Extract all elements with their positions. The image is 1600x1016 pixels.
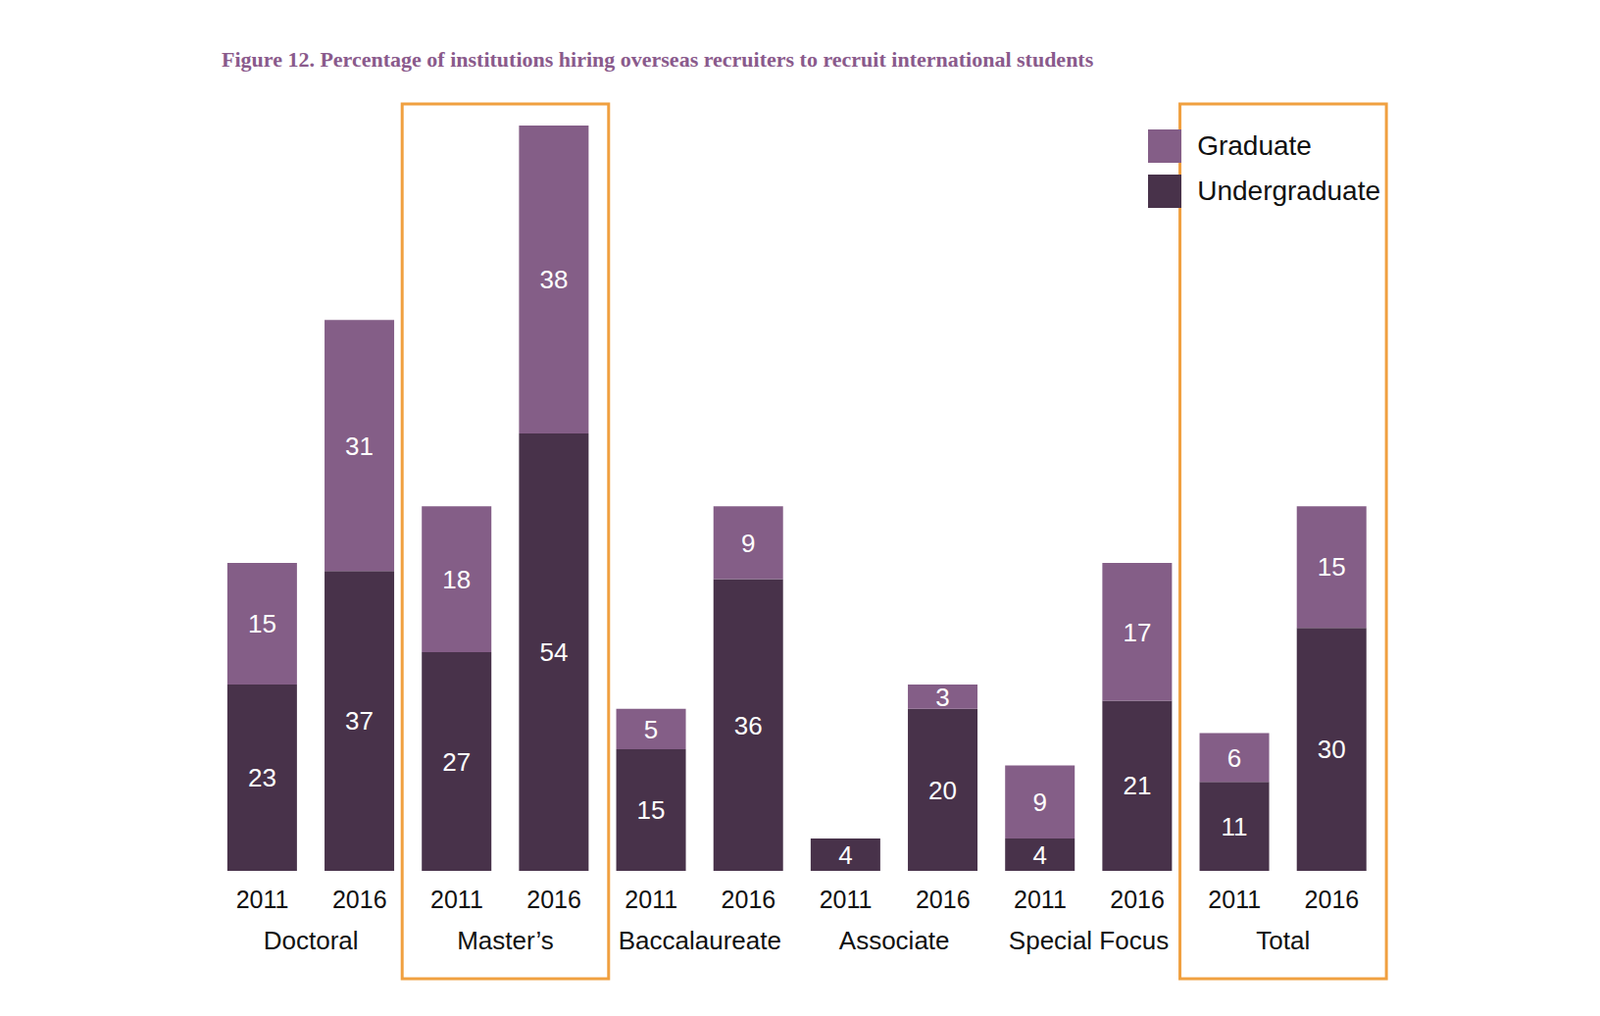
svg-text:Special Focus: Special Focus (1008, 925, 1169, 955)
svg-text:2016: 2016 (915, 885, 971, 913)
svg-text:2016: 2016 (1109, 885, 1165, 913)
svg-text:2011: 2011 (1013, 885, 1067, 913)
svg-text:5: 5 (644, 714, 658, 745)
svg-text:2011: 2011 (236, 885, 290, 913)
svg-text:9: 9 (741, 528, 755, 558)
svg-text:Doctoral: Doctoral (263, 925, 359, 955)
svg-text:15: 15 (248, 608, 277, 639)
svg-text:17: 17 (1122, 617, 1151, 648)
html-text:Graduate: Graduate (1197, 130, 1312, 161)
svg-text:38: 38 (539, 264, 568, 295)
svg-text:37: 37 (345, 705, 374, 736)
svg-text:15: 15 (1317, 551, 1347, 582)
svg-text:23: 23 (248, 762, 277, 793)
svg-text:Total: Total (1255, 925, 1310, 955)
svg-text:3: 3 (935, 682, 950, 712)
svg-text:36: 36 (734, 710, 763, 741)
svg-text:2011: 2011 (819, 885, 873, 913)
svg-text:6: 6 (1227, 743, 1242, 773)
svg-text:2016: 2016 (1304, 885, 1360, 913)
svg-text:27: 27 (442, 747, 471, 777)
svg-text:31: 31 (345, 431, 374, 461)
svg-text:20: 20 (928, 775, 957, 805)
svg-text:18: 18 (442, 564, 471, 595)
svg-text:4: 4 (1032, 840, 1047, 870)
svg-text:54: 54 (539, 637, 568, 667)
svg-text:11: 11 (1221, 811, 1249, 842)
svg-text:2016: 2016 (721, 885, 777, 913)
svg-text:Baccalaureate: Baccalaureate (618, 925, 782, 955)
svg-text:2016: 2016 (526, 885, 582, 913)
svg-text:2011: 2011 (1207, 885, 1261, 913)
svg-text:Master’s: Master’s (456, 925, 554, 955)
html-text:Undergraduate: Undergraduate (1197, 175, 1381, 206)
html-text:Figure 12. Percentage of insti: Figure 12. Percentage of institutions hi… (221, 47, 1094, 72)
svg-text:4: 4 (838, 840, 852, 870)
svg-text:9: 9 (1032, 787, 1047, 817)
svg-text:2011: 2011 (430, 885, 484, 913)
svg-text:2011: 2011 (624, 885, 678, 913)
svg-text:21: 21 (1122, 770, 1151, 800)
svg-text:30: 30 (1317, 734, 1347, 764)
svg-text:2016: 2016 (332, 885, 388, 913)
svg-text:15: 15 (637, 795, 666, 825)
svg-text:Associate: Associate (839, 925, 950, 955)
